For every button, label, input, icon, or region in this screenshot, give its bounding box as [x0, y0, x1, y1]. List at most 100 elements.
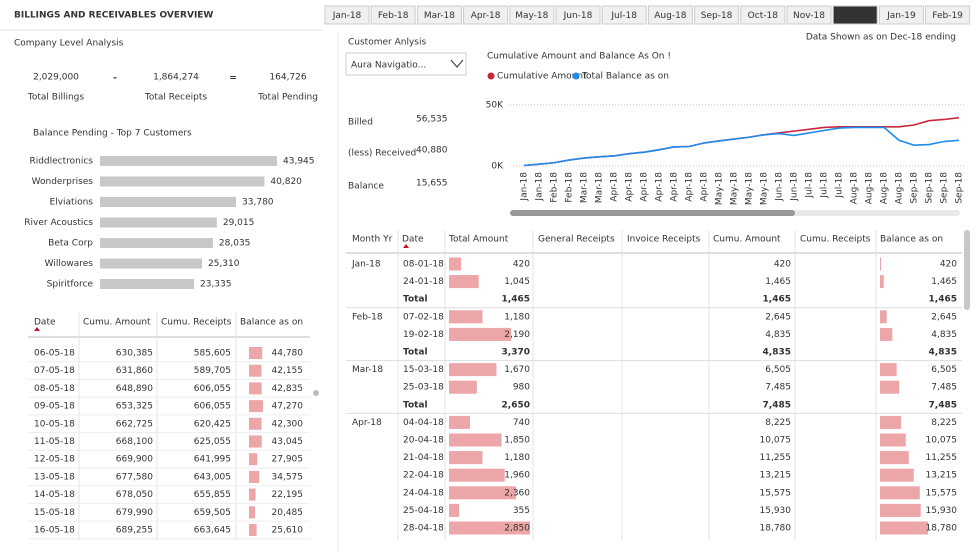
table-cell: 25-04-18: [403, 506, 444, 516]
total-cell: 1,465: [763, 295, 791, 305]
table-cell: 42,835: [272, 384, 304, 394]
table-cell: 420: [513, 260, 530, 270]
table-cell: 15-03-18: [403, 365, 444, 375]
table-cell: 42,155: [272, 366, 304, 376]
data-bar: [249, 488, 256, 501]
data-bar: [880, 415, 902, 429]
x-tick-label: May-18: [715, 172, 725, 205]
month-tab[interactable]: [832, 5, 878, 25]
table-cell: 08-01-18: [403, 260, 444, 270]
data-bar: [249, 382, 262, 395]
month-tab[interactable]: [786, 5, 832, 25]
month-tab[interactable]: [694, 5, 740, 25]
table-cell: 678,050: [116, 490, 153, 500]
total-cell: 2,650: [502, 400, 530, 410]
month-tab-label: Aug-18: [654, 11, 687, 21]
month-tab[interactable]: [555, 5, 601, 25]
x-tick-label: Feb-18: [565, 172, 575, 203]
data-bar: [249, 400, 263, 413]
chart-title: Balance Pending - Top 7 Customers: [33, 129, 192, 139]
data-bar: [880, 521, 928, 535]
bar: [100, 258, 202, 269]
table-cell: 668,100: [116, 437, 153, 447]
chart-title: Cumulative Amount and Balance As On !: [487, 52, 671, 62]
month-tab[interactable]: [878, 5, 924, 25]
table-cell: 620,425: [194, 419, 231, 429]
bar-value-label: 40,820: [270, 177, 302, 187]
x-tick-label: Mar-18: [580, 172, 590, 203]
column-header: Month Yr: [352, 235, 393, 245]
table-cell: 27,905: [272, 455, 304, 465]
table-cell: 14-05-18: [34, 490, 75, 500]
table-cell: 1,850: [504, 436, 530, 446]
x-tick-label: Apr-18: [700, 172, 710, 202]
table-cell: 10,075: [926, 436, 958, 446]
metric-value: 56,535: [416, 115, 448, 125]
table-scrollbar[interactable]: [964, 230, 970, 310]
data-bar: [449, 521, 530, 535]
month-tab[interactable]: [740, 5, 786, 25]
table-cell: 1,960: [504, 471, 530, 481]
x-tick-label: Jul-18: [835, 172, 845, 199]
bar: [100, 279, 194, 289]
data-bar: [449, 415, 471, 429]
data-bar: [880, 363, 897, 377]
kpi-label: Total Billings: [27, 93, 84, 103]
table-cell: 585,605: [194, 349, 231, 359]
table-cell: 669,900: [116, 455, 153, 465]
dropdown-value: Aura Navigatio...: [351, 61, 426, 71]
table-cell: 07-05-18: [34, 366, 75, 376]
kpi-value: 164,726: [269, 73, 306, 83]
x-tick-label: Jun-18: [775, 172, 785, 202]
table-cell: 06-05-18: [34, 349, 75, 359]
line-series: [523, 126, 960, 167]
total-cell: 7,485: [929, 400, 957, 410]
month-tab[interactable]: [324, 5, 370, 25]
x-tick-label: Mar-18: [595, 172, 605, 203]
table-cell: 24-04-18: [403, 488, 444, 498]
table-cell: 22-04-18: [403, 471, 444, 481]
total-cell: 7,485: [763, 400, 791, 410]
metric-value: 15,655: [416, 179, 448, 189]
table-cell: 641,995: [194, 455, 231, 465]
table-cell: 1,465: [765, 277, 791, 287]
table-cell: 34,575: [272, 472, 304, 482]
column-header: Balance as on: [240, 318, 303, 328]
kpi-label: Total Receipts: [144, 93, 207, 103]
table-cell: 655,855: [194, 490, 231, 500]
month-tab[interactable]: [463, 5, 509, 25]
x-tick-label: Aug-18: [850, 172, 860, 205]
table-cell: 43,045: [272, 437, 304, 447]
table-cell: 28-04-18: [403, 524, 444, 534]
data-bar: [449, 310, 483, 324]
legend-label: Total Balance as on: [581, 72, 669, 82]
total-cell: 3,370: [502, 348, 530, 358]
table-cell: 13-05-18: [34, 472, 75, 482]
table-cell: 2,645: [931, 312, 957, 322]
x-tick-label: Apr-18: [610, 172, 620, 202]
data-bar: [880, 503, 921, 517]
column-header: Cumu. Receipts: [161, 318, 232, 328]
table-cell: 15-05-18: [34, 508, 75, 518]
month-tab-label: Mar-18: [424, 11, 455, 21]
x-tick-label: Jan-18: [520, 172, 530, 202]
x-tick-label: Jul-18: [820, 172, 830, 199]
table-cell: 42,300: [272, 419, 304, 429]
month-tab[interactable]: [647, 5, 693, 25]
section-title: Customer Anlysis: [348, 38, 426, 48]
month-tab[interactable]: [416, 5, 462, 25]
month-tab[interactable]: [601, 5, 647, 25]
data-bar: [449, 486, 517, 500]
data-bar: [880, 327, 893, 341]
scroll-thumb[interactable]: [510, 210, 795, 216]
month-tab[interactable]: [370, 5, 416, 25]
column-header: Invoice Receipts: [627, 235, 701, 245]
kpi-value: 1,864,274: [153, 73, 199, 83]
bar-category-label: Spiritforce: [47, 280, 94, 290]
page-title: BILLINGS AND RECEIVABLES OVERVIEW: [14, 11, 213, 21]
month-tab[interactable]: [925, 5, 971, 25]
dropdown[interactable]: [345, 52, 467, 76]
data-bar: [249, 453, 258, 466]
month-tab[interactable]: [509, 5, 555, 25]
